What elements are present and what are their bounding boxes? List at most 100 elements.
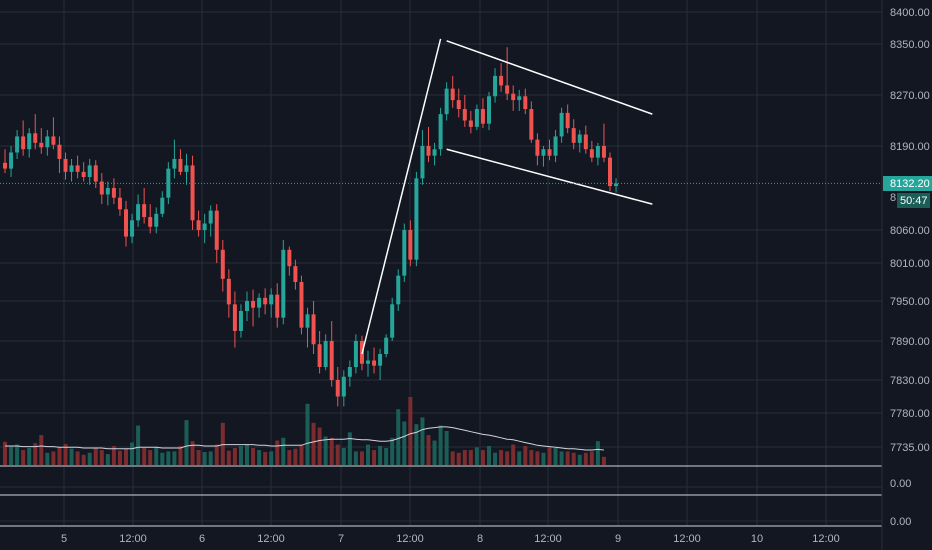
candle[interactable] xyxy=(105,181,110,206)
candle[interactable] xyxy=(565,104,570,134)
candle[interactable] xyxy=(81,162,86,182)
candle[interactable] xyxy=(366,350,370,377)
candle[interactable] xyxy=(263,288,268,315)
candle[interactable] xyxy=(130,213,135,244)
indicator-axis[interactable]: 0.00 0.00 xyxy=(890,478,911,528)
candle[interactable] xyxy=(45,130,50,156)
candle[interactable] xyxy=(456,88,461,118)
candle[interactable] xyxy=(499,63,504,92)
candle[interactable] xyxy=(51,117,56,150)
time-axis[interactable]: 5 12:00 6 12:00 7 12:00 8 12:00 9 12:00 10 12:00 xyxy=(61,533,840,545)
candle[interactable] xyxy=(160,191,165,218)
candle[interactable] xyxy=(347,360,352,387)
candle[interactable] xyxy=(232,291,237,348)
trendline-channel-lower[interactable] xyxy=(446,148,653,205)
candle[interactable] xyxy=(493,68,498,103)
candle[interactable] xyxy=(426,126,431,163)
candle[interactable] xyxy=(39,128,44,154)
candle[interactable] xyxy=(541,146,546,167)
candle[interactable] xyxy=(293,259,298,290)
candle[interactable] xyxy=(245,291,249,322)
candle[interactable] xyxy=(251,289,256,327)
candle[interactable] xyxy=(396,269,401,311)
candle[interactable] xyxy=(184,153,189,185)
candle[interactable] xyxy=(523,88,528,115)
candle[interactable] xyxy=(111,178,116,205)
candle[interactable] xyxy=(214,204,219,263)
candle[interactable] xyxy=(99,173,104,205)
candle[interactable] xyxy=(136,194,141,227)
candle[interactable] xyxy=(257,293,262,318)
candle[interactable] xyxy=(9,146,14,178)
candle[interactable] xyxy=(142,188,147,224)
candle[interactable] xyxy=(450,75,455,108)
candle[interactable] xyxy=(311,301,316,354)
candle[interactable] xyxy=(269,288,274,318)
candle[interactable] xyxy=(117,188,122,216)
trendline-flagpole[interactable] xyxy=(361,38,442,355)
candle[interactable] xyxy=(87,158,92,185)
candle[interactable] xyxy=(589,140,594,163)
candle[interactable] xyxy=(93,160,98,188)
candle[interactable] xyxy=(414,171,419,267)
candle[interactable] xyxy=(583,125,588,154)
candle[interactable] xyxy=(124,200,128,247)
candle[interactable] xyxy=(57,136,62,174)
candle[interactable] xyxy=(505,47,510,101)
candle[interactable] xyxy=(474,104,479,131)
candle[interactable] xyxy=(323,334,328,371)
candle[interactable] xyxy=(608,152,612,192)
candle[interactable] xyxy=(462,95,467,127)
candle[interactable] xyxy=(420,130,425,185)
candle[interactable] xyxy=(317,331,322,374)
candle[interactable] xyxy=(372,347,377,374)
candle[interactable] xyxy=(353,334,358,374)
candle[interactable] xyxy=(178,149,183,176)
candle[interactable] xyxy=(577,130,582,153)
candle[interactable] xyxy=(614,178,619,193)
candle[interactable] xyxy=(220,239,225,292)
candle[interactable] xyxy=(148,204,153,234)
candle[interactable] xyxy=(601,123,606,163)
candle[interactable] xyxy=(341,370,346,407)
candle[interactable] xyxy=(190,155,195,230)
candle[interactable] xyxy=(402,223,407,282)
candle[interactable] xyxy=(3,149,7,174)
trendline-channel-upper[interactable] xyxy=(446,40,653,115)
candle[interactable] xyxy=(553,130,558,163)
candle[interactable] xyxy=(281,239,286,325)
candles[interactable] xyxy=(3,47,619,407)
candle[interactable] xyxy=(196,210,201,237)
candle[interactable] xyxy=(63,152,68,180)
candle[interactable] xyxy=(571,119,576,150)
candle[interactable] xyxy=(33,114,38,150)
candle[interactable] xyxy=(238,304,243,338)
candle[interactable] xyxy=(15,130,20,159)
candle[interactable] xyxy=(75,155,80,179)
candle[interactable] xyxy=(287,246,292,276)
trendlines[interactable] xyxy=(361,38,653,355)
candle[interactable] xyxy=(275,283,280,328)
candle[interactable] xyxy=(595,142,600,166)
candle[interactable] xyxy=(154,207,159,234)
candle[interactable] xyxy=(432,142,437,166)
candle[interactable] xyxy=(384,334,389,358)
candle[interactable] xyxy=(299,275,304,335)
candle[interactable] xyxy=(408,220,413,267)
candle[interactable] xyxy=(172,139,177,179)
candle[interactable] xyxy=(27,128,32,158)
candle[interactable] xyxy=(390,297,395,341)
candle[interactable] xyxy=(305,307,310,348)
candle[interactable] xyxy=(480,98,485,129)
candle[interactable] xyxy=(517,89,522,111)
candle[interactable] xyxy=(208,205,213,237)
candle[interactable] xyxy=(69,158,74,182)
candle[interactable] xyxy=(226,269,231,318)
candle[interactable] xyxy=(202,213,207,244)
candle[interactable] xyxy=(21,120,26,156)
candle[interactable] xyxy=(444,82,449,121)
candle[interactable] xyxy=(329,321,334,387)
candle[interactable] xyxy=(378,348,383,380)
